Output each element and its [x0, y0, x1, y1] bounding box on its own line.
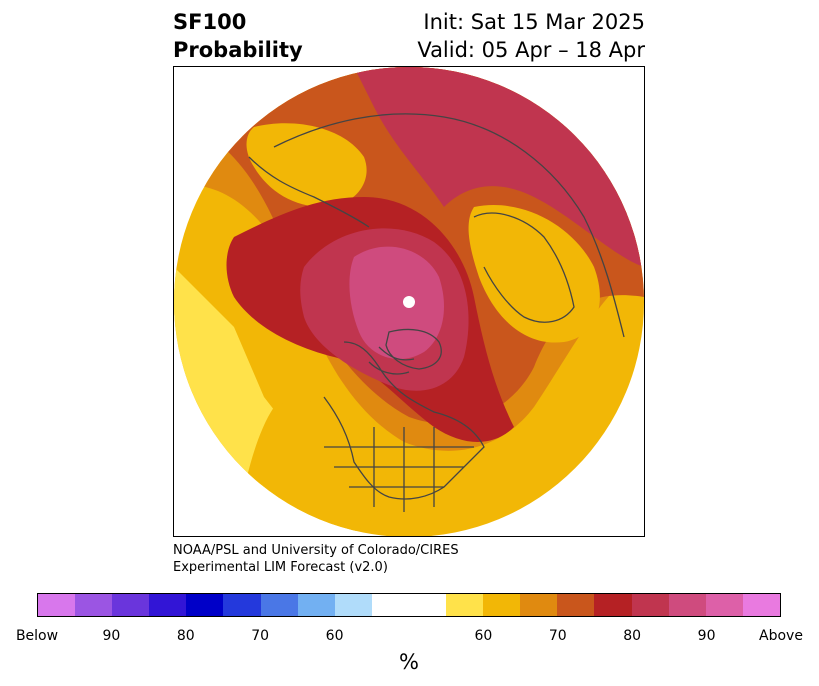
coast-us-states [324, 427, 474, 512]
coast-arctic-islands [368, 346, 415, 375]
colorbar-segment [483, 594, 521, 616]
field-gold-europe [468, 205, 600, 343]
product-name: SF100 [173, 10, 247, 34]
colorbar-segment [75, 594, 113, 616]
field-gold-siberia [246, 123, 367, 207]
colorbar-tick-label: 70 [251, 628, 270, 644]
map-title-left: SF100 Probability [173, 8, 303, 64]
coastlines [248, 113, 625, 512]
colorbar-tick-label: 90 [102, 628, 121, 644]
colorbar-tick-label: 80 [623, 628, 642, 644]
colorbar-tick-label: Below [15, 628, 59, 644]
coast-europe [473, 212, 575, 323]
colorbar-segment [371, 594, 447, 616]
probability-field [174, 67, 644, 536]
map-title-right: Init: Sat 15 Mar 2025 Valid: 05 Apr – 18… [417, 8, 645, 64]
colorbar-tick-label: 70 [548, 628, 567, 644]
colorbar-segment [334, 594, 372, 616]
forecast-map [173, 66, 645, 537]
colorbar-segment [557, 594, 595, 616]
pole-marker [403, 296, 415, 308]
credit-line-1: NOAA/PSL and University of Colorado/CIRE… [173, 543, 459, 558]
colorbar-segment [594, 594, 632, 616]
colorbar-segment [520, 594, 558, 616]
colorbar-segment [297, 594, 335, 616]
colorbar-segment [631, 594, 669, 616]
colorbar-segment [705, 594, 743, 616]
credit-line-2: Experimental LIM Forecast (v2.0) [173, 560, 388, 575]
colorbar-segment [446, 594, 484, 616]
colorbar-segment [112, 594, 150, 616]
coast-north-america [323, 341, 485, 500]
coast-eurasia [273, 113, 625, 338]
colorbar-segment [186, 594, 224, 616]
probability-colorbar [37, 593, 781, 617]
colorbar-segment [668, 594, 706, 616]
valid-range: Valid: 05 Apr – 18 Apr [417, 38, 645, 62]
colorbar-tick-label: Above [759, 628, 803, 644]
colorbar-segment [260, 594, 298, 616]
colorbar-segment [149, 594, 187, 616]
colorbar-tick-label: 80 [176, 628, 195, 644]
colorbar-tick-label: 60 [474, 628, 493, 644]
coast-siberia [248, 156, 370, 228]
product-subtitle: Probability [173, 38, 303, 62]
init-date: Init: Sat 15 Mar 2025 [423, 10, 645, 34]
colorbar-segment [742, 594, 780, 616]
colorbar-tick-label: 90 [697, 628, 716, 644]
colorbar-unit-label: % [399, 650, 419, 674]
colorbar-segment [223, 594, 261, 616]
credit-block: NOAA/PSL and University of Colorado/CIRE… [173, 542, 459, 576]
colorbar-segment [38, 594, 76, 616]
colorbar-tick-label: 60 [325, 628, 344, 644]
